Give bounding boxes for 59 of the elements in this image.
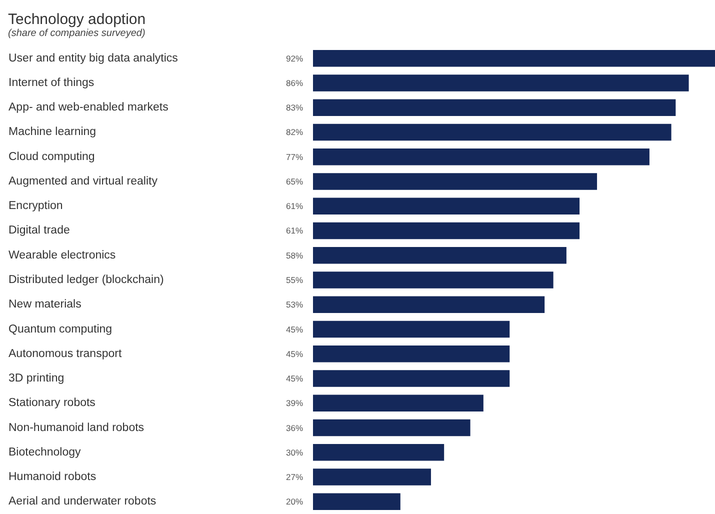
- data-label: 45%: [286, 324, 304, 334]
- y-tick-label: Encryption: [8, 200, 63, 212]
- y-tick-label: 3D printing: [8, 372, 64, 385]
- y-tick-label: Aerial and underwater robots: [8, 496, 156, 508]
- data-label: 61%: [286, 201, 304, 212]
- y-tick-label: Humanoid robots: [8, 471, 96, 484]
- bar: [313, 222, 580, 240]
- data-label: 86%: [286, 78, 304, 88]
- data-label: 61%: [286, 226, 304, 236]
- data-label: 30%: [286, 447, 304, 458]
- bar: [313, 148, 650, 166]
- text: Technology adoption: [8, 11, 146, 28]
- data-label: 92%: [286, 53, 304, 64]
- data-label: 53%: [286, 300, 304, 310]
- y-tick-label: Autonomous transport: [8, 348, 122, 360]
- y-tick-label: New materials: [8, 298, 82, 311]
- y-tick-label: Distributed ledger (blockchain): [8, 274, 164, 286]
- y-tick-label: Augmented and virtual reality: [8, 175, 158, 188]
- y-tick-label: Wearable electronics: [8, 249, 116, 262]
- bar: [313, 124, 672, 141]
- bar: [313, 198, 580, 214]
- bar: [313, 468, 431, 486]
- y-tick-label: Biotechnology: [8, 446, 81, 458]
- bar: [313, 320, 510, 338]
- data-label: 45%: [286, 374, 304, 384]
- data-label: 82%: [286, 127, 304, 138]
- bar: [313, 50, 715, 67]
- data-label: 55%: [286, 275, 304, 285]
- y-tick-label: Cloud computing: [8, 150, 95, 163]
- bar: [313, 173, 598, 190]
- data-label: 27%: [286, 472, 304, 482]
- y-tick-label: Stationary robots: [8, 397, 96, 410]
- y-tick-label: App- and web-enabled markets: [8, 102, 169, 114]
- bar: [313, 493, 400, 510]
- data-label: 58%: [286, 250, 304, 260]
- text: (share of companies surveyed): [8, 28, 146, 39]
- data-label: 65%: [286, 176, 304, 186]
- bar: [313, 394, 484, 412]
- bar: [313, 272, 554, 288]
- data-label: 39%: [286, 398, 304, 408]
- bar: [313, 74, 689, 92]
- bar: [313, 419, 470, 436]
- bar: [313, 246, 566, 264]
- bar: [313, 346, 510, 362]
- bar: [313, 99, 676, 116]
- y-tick-label: Internet of things: [8, 76, 94, 89]
- bar: [313, 296, 545, 314]
- data-label: 20%: [286, 496, 304, 507]
- bar: [313, 444, 444, 461]
- y-tick-label: Quantum computing: [8, 323, 112, 336]
- data-label: 83%: [286, 102, 304, 113]
- bar: [313, 370, 510, 387]
- y-tick-label: User and entity big data analytics: [8, 52, 178, 64]
- y-tick-label: Machine learning: [8, 126, 96, 138]
- y-tick-label: Non-humanoid land robots: [8, 422, 144, 434]
- y-tick-label: Digital trade: [8, 224, 70, 237]
- data-label: 77%: [286, 152, 304, 162]
- data-label: 36%: [286, 422, 304, 433]
- data-label: 45%: [286, 348, 304, 359]
